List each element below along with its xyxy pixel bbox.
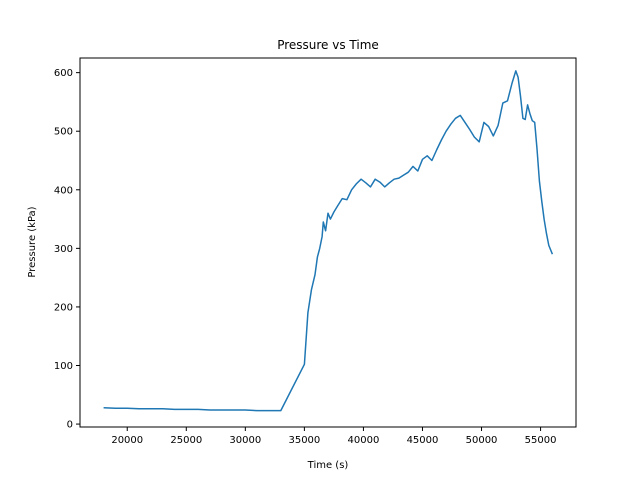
y-tick-label: 600 <box>54 68 73 79</box>
pressure-series-line <box>103 70 554 412</box>
x-tick-label: 50000 <box>466 435 498 446</box>
axis-ticks: 20000 25000 30000 35000 40000 45000 50000 55000… <box>54 68 557 446</box>
x-tick-label: 30000 <box>229 435 261 446</box>
chart-title: Pressure vs Time <box>277 38 379 52</box>
x-tick-label: 25000 <box>170 435 202 446</box>
x-tick-label: 45000 <box>407 435 439 446</box>
y-tick-label: 400 <box>54 185 73 196</box>
x-tick-label: 20000 <box>111 435 143 446</box>
y-tick-label: 500 <box>54 127 73 138</box>
y-axis-label: Pressure (kPa) <box>27 206 38 277</box>
y-tick-label: 300 <box>54 244 73 255</box>
x-axis-label: Time (s) <box>307 460 349 471</box>
axes-frame <box>79 57 577 428</box>
plot-area <box>103 70 554 412</box>
x-tick-label: 35000 <box>288 435 320 446</box>
x-tick-label: 55000 <box>525 435 557 446</box>
y-tick-label: 0 <box>67 420 73 431</box>
x-tick-label: 40000 <box>348 435 380 446</box>
y-tick-label: 200 <box>54 302 73 313</box>
y-tick-label: 100 <box>54 361 73 372</box>
